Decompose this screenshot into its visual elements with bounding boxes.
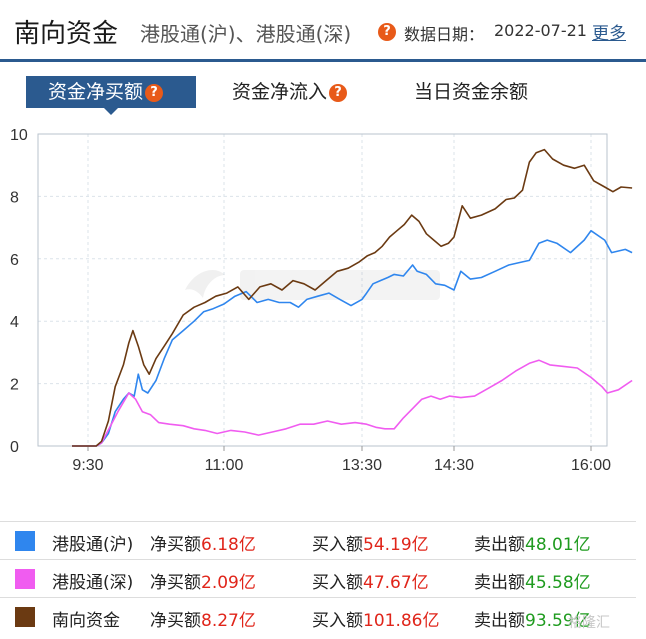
- help-icon[interactable]: ?: [378, 23, 396, 41]
- net-value: 2.09亿: [201, 573, 256, 593]
- y-tick-label: 0: [10, 439, 19, 456]
- buy-cell: 买入额101.86亿: [312, 606, 439, 631]
- buy-value: 47.67亿: [363, 573, 429, 593]
- net-buy-chart: 0 2 4 6 8 10 9:30 11:00 13:30 14:30 16:00: [10, 127, 633, 474]
- y-tick-label: 8: [10, 189, 19, 206]
- x-tick-label: 13:30: [342, 457, 382, 474]
- series-line: [72, 229, 633, 447]
- tab-active-indicator: [104, 108, 118, 115]
- net-buy-cell: 净买额8.27亿: [150, 606, 256, 631]
- y-tick-label: 4: [10, 314, 19, 331]
- sell-value: 93.59亿: [525, 611, 591, 631]
- buy-cell: 买入额54.19亿: [312, 530, 429, 555]
- page-title: 南向资金: [14, 19, 119, 49]
- tab-net-inflow-label: 资金净流入: [232, 81, 328, 103]
- series-lines: [72, 148, 633, 447]
- tab-daily-balance-label: 当日资金余额: [414, 81, 529, 103]
- buy-value: 101.86亿: [363, 611, 440, 631]
- x-tick-label: 16:00: [571, 457, 611, 474]
- buy-value: 54.19亿: [363, 535, 429, 555]
- header: 南向资金 港股通(沪)、港股通(深) ? 数据日期： 2022-07-21 更多: [0, 0, 646, 62]
- legend-name: 港股通(沪): [52, 535, 134, 555]
- date-label: 数据日期：: [404, 25, 485, 44]
- net-value: 6.18亿: [201, 535, 256, 555]
- watermark-text: 格隆汇: [568, 615, 610, 631]
- buy-label: 买入额: [312, 535, 363, 555]
- tab-net-inflow[interactable]: 资金净流入?: [232, 76, 348, 108]
- help-icon[interactable]: ?: [329, 84, 348, 102]
- x-tick-label: 14:30: [434, 457, 474, 474]
- net-label: 净买额: [150, 573, 201, 593]
- legend-row-total: 南向资金 净买额8.27亿 买入额101.86亿 卖出额93.59亿: [0, 597, 636, 635]
- date-value: 2022-07-21: [494, 21, 587, 40]
- legend-row-sh: 港股通(沪) 净买额6.18亿 买入额54.19亿 卖出额48.01亿: [0, 521, 636, 559]
- watermark-block: [240, 270, 440, 300]
- buy-label: 买入额: [312, 611, 363, 631]
- sell-label: 卖出额: [474, 573, 525, 593]
- y-tick-label: 6: [10, 252, 19, 269]
- legend-row-sz: 港股通(深) 净买额2.09亿 买入额47.67亿 卖出额45.58亿: [0, 559, 636, 597]
- tab-daily-balance[interactable]: 当日资金余额: [414, 76, 528, 108]
- sell-value: 48.01亿: [525, 535, 591, 555]
- page-subtitle: 港股通(沪)、港股通(深): [140, 22, 352, 46]
- y-axis: 0 2 4 6 8 10: [10, 127, 28, 456]
- series-line: [72, 148, 633, 447]
- chart-watermark: [185, 270, 440, 300]
- series-line: [72, 359, 633, 447]
- sell-cell: 卖出额93.59亿: [474, 606, 591, 631]
- tab-bar: 资金净买额? 资金净流入? 当日资金余额: [0, 76, 646, 115]
- help-icon[interactable]: ?: [145, 84, 164, 102]
- legend-name: 港股通(深): [52, 573, 134, 593]
- x-tick-label: 9:30: [72, 457, 103, 474]
- x-tick-label: 11:00: [205, 457, 244, 474]
- y-tick-label: 10: [10, 127, 28, 144]
- net-label: 净买额: [150, 535, 201, 555]
- sell-label: 卖出额: [474, 611, 525, 631]
- sell-label: 卖出额: [474, 535, 525, 555]
- x-axis: 9:30 11:00 13:30 14:30 16:00: [72, 446, 611, 474]
- tab-net-buy[interactable]: 资金净买额?: [26, 76, 196, 108]
- legend-swatch: [15, 607, 35, 627]
- tab-net-buy-label: 资金净买额: [48, 81, 144, 103]
- net-label: 净买额: [150, 611, 201, 631]
- legend-name: 南向资金: [52, 611, 120, 631]
- legend-swatch: [15, 531, 35, 551]
- y-tick-label: 2: [10, 377, 19, 394]
- chart-grid: [38, 134, 607, 446]
- net-buy-cell: 净买额6.18亿: [150, 530, 256, 555]
- legend-swatch: [15, 569, 35, 589]
- buy-label: 买入额: [312, 573, 363, 593]
- sell-value: 45.58亿: [525, 573, 591, 593]
- net-buy-cell: 净买额2.09亿: [150, 568, 256, 593]
- watermark-logo: [185, 270, 225, 298]
- plot-frame: [37, 133, 608, 447]
- more-link[interactable]: 更多: [592, 24, 626, 44]
- sell-cell: 卖出额48.01亿: [474, 530, 591, 555]
- net-value: 8.27亿: [201, 611, 256, 631]
- sell-cell: 卖出额45.58亿: [474, 568, 591, 593]
- buy-cell: 买入额47.67亿: [312, 568, 429, 593]
